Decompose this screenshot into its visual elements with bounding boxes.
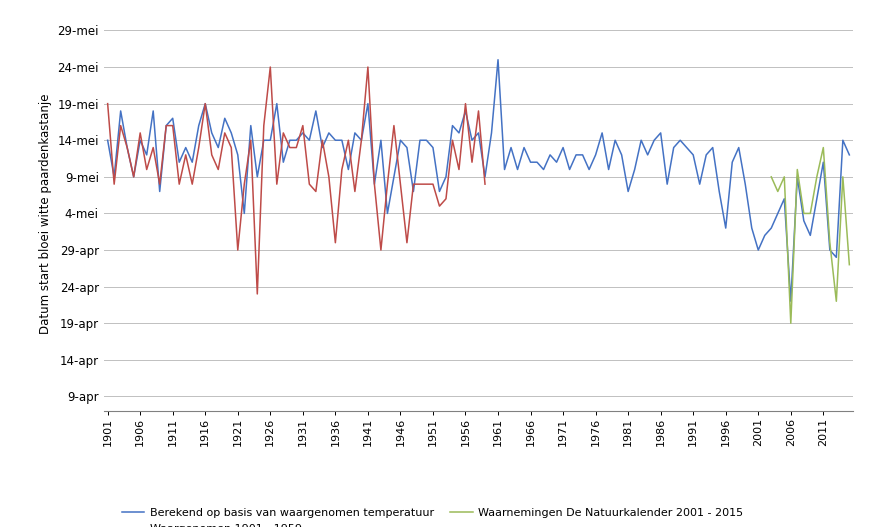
Waargenomen 1901 - 1959 (142, 167, 152, 173)
Berekend op basis van waargenomen temperatuur (342, 167, 353, 173)
Waarnemingen De Natuurkalender 2001 - 2015 (778, 174, 788, 180)
Waarnemingen De Natuurkalender 2001 - 2015 (785, 320, 795, 326)
Waarnemingen De Natuurkalender 2001 - 2015 (817, 144, 827, 151)
Berekend op basis van waargenomen temperatuur (759, 232, 769, 239)
Berekend op basis van waargenomen temperatuur (785, 298, 795, 305)
Waargenomen 1901 - 1959 (388, 122, 399, 129)
Waargenomen 1901 - 1959 (161, 122, 171, 129)
Line: Waargenomen 1901 - 1959: Waargenomen 1901 - 1959 (108, 67, 484, 294)
Berekend op basis van waargenomen temperatuur (843, 152, 853, 158)
Waargenomen 1901 - 1959 (116, 122, 126, 129)
Waargenomen 1901 - 1959 (310, 188, 321, 194)
Waarnemingen De Natuurkalender 2001 - 2015 (830, 298, 840, 305)
Waarnemingen De Natuurkalender 2001 - 2015 (811, 174, 821, 180)
Berekend op basis van waargenomen temperatuur (492, 56, 502, 63)
Berekend op basis van waargenomen temperatuur (271, 101, 282, 107)
Waarnemingen De Natuurkalender 2001 - 2015 (824, 240, 834, 246)
Waarnemingen De Natuurkalender 2001 - 2015 (798, 210, 808, 217)
Waargenomen 1901 - 1959 (265, 64, 275, 70)
Waarnemingen De Natuurkalender 2001 - 2015 (843, 261, 853, 268)
Waarnemingen De Natuurkalender 2001 - 2015 (766, 174, 776, 180)
Berekend op basis van waargenomen temperatuur (103, 137, 113, 143)
Berekend op basis van waargenomen temperatuur (557, 144, 567, 151)
Waarnemingen De Natuurkalender 2001 - 2015 (791, 167, 801, 173)
Waargenomen 1901 - 1959 (200, 101, 210, 107)
Waarnemingen De Natuurkalender 2001 - 2015 (804, 210, 814, 217)
Line: Waarnemingen De Natuurkalender 2001 - 2015: Waarnemingen De Natuurkalender 2001 - 20… (771, 148, 848, 323)
Waarnemingen De Natuurkalender 2001 - 2015 (837, 174, 847, 180)
Berekend op basis van waargenomen temperatuur (381, 210, 392, 217)
Waarnemingen De Natuurkalender 2001 - 2015 (772, 188, 782, 194)
Waargenomen 1901 - 1959 (252, 291, 262, 297)
Legend: Berekend op basis van waargenomen temperatuur, Waargenomen 1901 - 1959, Waarnemi: Berekend op basis van waargenomen temper… (117, 504, 747, 527)
Waargenomen 1901 - 1959 (479, 181, 489, 187)
Line: Berekend op basis van waargenomen temperatuur: Berekend op basis van waargenomen temper… (108, 60, 848, 301)
Waargenomen 1901 - 1959 (103, 101, 113, 107)
Berekend op basis van waargenomen temperatuur (200, 101, 210, 107)
Y-axis label: Datum start bloei witte paardenkastanje: Datum start bloei witte paardenkastanje (39, 93, 52, 334)
